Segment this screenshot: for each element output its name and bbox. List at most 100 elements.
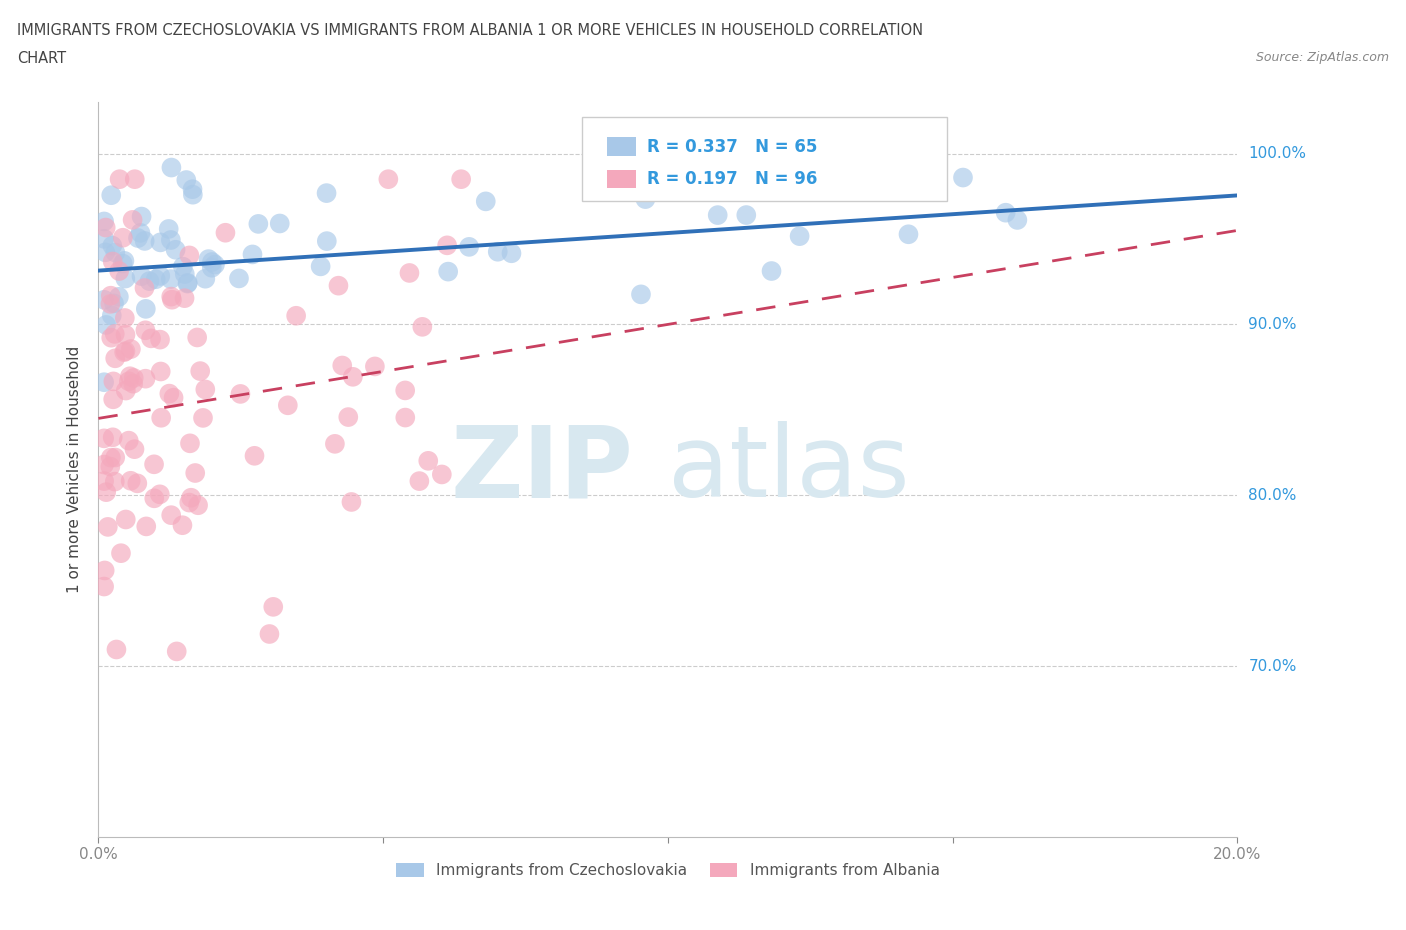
Point [1007, 212, 1029, 227]
Point [101, 254, 124, 269]
Point [145, 272, 167, 286]
Point [93, 473, 115, 488]
Point [262, 600, 284, 615]
Point [242, 247, 264, 262]
Point [159, 272, 181, 286]
Point [93, 214, 115, 229]
Point [134, 371, 156, 386]
Point [122, 377, 145, 392]
Point [149, 364, 172, 379]
Point [173, 291, 195, 306]
Point [94, 245, 117, 259]
Point [994, 206, 1017, 220]
Point [160, 508, 183, 523]
Point [408, 473, 430, 488]
Point [430, 467, 453, 482]
Point [160, 292, 183, 307]
Point [97, 520, 120, 535]
Text: 100.0%: 100.0% [1249, 146, 1306, 161]
Point [394, 383, 416, 398]
Point [166, 644, 188, 658]
Point [111, 256, 134, 271]
Point [165, 243, 187, 258]
Point [411, 319, 433, 334]
Point [184, 466, 207, 481]
Point [143, 491, 166, 506]
Point [101, 392, 124, 406]
Point [176, 276, 198, 291]
Text: CHART: CHART [17, 51, 66, 66]
Point [285, 309, 308, 324]
Point [214, 225, 236, 240]
Point [131, 269, 153, 284]
Legend: Immigrants from Czechoslovakia, Immigrants from Albania: Immigrants from Czechoslovakia, Immigran… [389, 857, 946, 884]
Point [104, 450, 127, 465]
Point [204, 257, 226, 272]
Point [394, 410, 416, 425]
Text: Source: ZipAtlas.com: Source: ZipAtlas.com [1256, 51, 1389, 64]
Bar [607, 169, 636, 188]
Point [436, 238, 458, 253]
Point [201, 260, 224, 275]
Point [228, 271, 250, 286]
Text: ZIP: ZIP [451, 421, 634, 518]
Point [277, 398, 299, 413]
Point [120, 473, 142, 488]
Point [180, 490, 202, 505]
Point [309, 259, 332, 273]
Point [124, 442, 146, 457]
Point [149, 332, 172, 347]
Point [101, 430, 124, 445]
Text: IMMIGRANTS FROM CZECHOSLOVAKIA VS IMMIGRANTS FROM ALBANIA 1 OR MORE VEHICLES IN : IMMIGRANTS FROM CZECHOSLOVAKIA VS IMMIGR… [17, 23, 922, 38]
Point [122, 370, 145, 385]
Point [761, 263, 783, 278]
Point [101, 308, 124, 323]
Point [179, 248, 201, 263]
Point [735, 207, 758, 222]
Point [172, 518, 194, 533]
Point [118, 374, 141, 389]
Point [157, 221, 180, 236]
Point [634, 192, 657, 206]
Point [104, 326, 127, 341]
Point [187, 498, 209, 512]
Point [118, 433, 141, 448]
Point [588, 164, 610, 179]
Point [474, 194, 496, 209]
Point [197, 252, 219, 267]
Point [149, 235, 172, 250]
Point [100, 188, 122, 203]
Point [157, 386, 180, 401]
Point [630, 287, 652, 302]
Text: atlas: atlas [668, 421, 910, 518]
Point [121, 212, 143, 227]
Point [96, 485, 118, 499]
Point [114, 512, 136, 527]
Point [93, 458, 115, 472]
Point [101, 238, 124, 253]
Point [150, 410, 173, 425]
Point [114, 311, 136, 325]
Point [103, 374, 125, 389]
Point [315, 233, 337, 248]
Point [134, 233, 156, 248]
Point [108, 289, 131, 304]
Point [104, 246, 127, 260]
Y-axis label: 1 or more Vehicles in Household: 1 or more Vehicles in Household [67, 346, 83, 593]
Text: R = 0.197   N = 96: R = 0.197 N = 96 [647, 170, 818, 188]
Point [94, 220, 117, 235]
Point [135, 519, 157, 534]
Point [501, 246, 523, 260]
Point [269, 216, 291, 231]
Point [328, 278, 350, 293]
Point [149, 269, 172, 284]
Point [127, 231, 149, 246]
Bar [607, 138, 636, 156]
Point [93, 292, 115, 307]
Point [160, 160, 183, 175]
Point [229, 387, 252, 402]
Point [114, 344, 136, 359]
Point [135, 301, 157, 316]
Point [243, 448, 266, 463]
Point [450, 172, 472, 187]
